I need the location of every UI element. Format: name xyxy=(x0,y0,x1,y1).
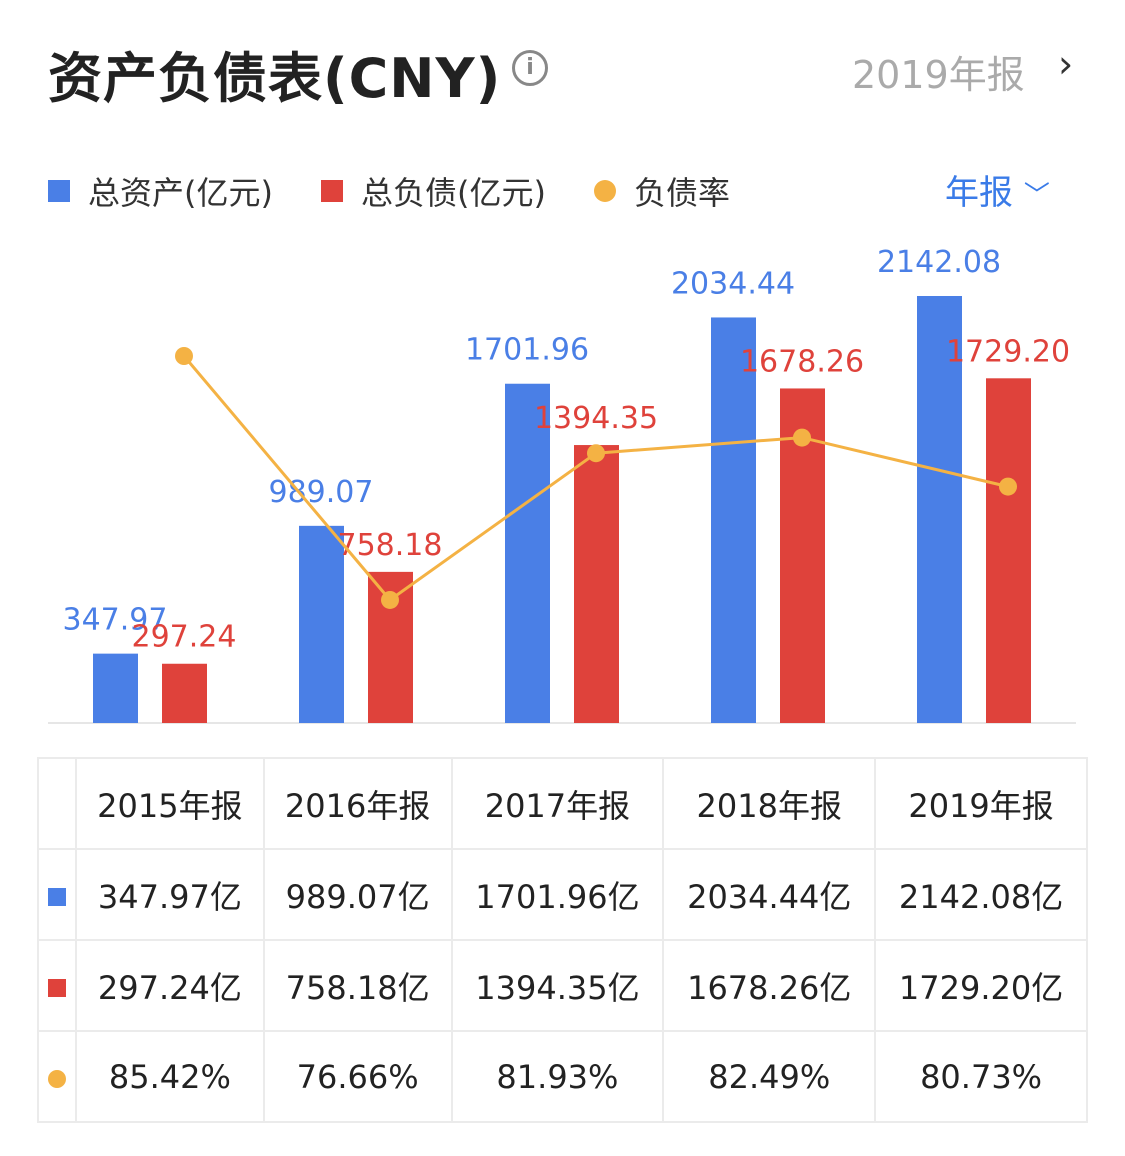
ratio-point xyxy=(793,428,811,447)
legend-ratio[interactable]: 负债率 xyxy=(594,168,730,214)
legend-assets[interactable]: 总资产(亿元) xyxy=(48,168,273,214)
info-icon[interactable]: i xyxy=(512,50,548,86)
assets-data-label: 989.07 xyxy=(269,475,374,510)
data-table: 2015年报 2016年报 2017年报 2018年报 2019年报 347.97亿 98… xyxy=(37,757,1088,1123)
table-row-assets: 347.97亿 989.07亿 1701.96亿 2034.44亿 2142.08亿 xyxy=(37,848,1088,941)
chart: 347.97297.24989.07758.181701.961394.3520… xyxy=(48,245,1076,724)
assets-data-label: 2034.44 xyxy=(671,266,795,301)
assets-bar xyxy=(93,653,138,723)
table-cell: 2019年报 xyxy=(874,757,1088,850)
liabilities-data-label: 1729.20 xyxy=(946,334,1070,369)
frequency-label: 年报 xyxy=(945,173,1013,213)
table-cell: 2016年报 xyxy=(262,757,453,850)
assets-bar xyxy=(917,296,962,723)
table-cell: 1729.20亿 xyxy=(874,939,1088,1032)
table-cell: 2017年报 xyxy=(450,757,665,850)
table-cell: 989.07亿 xyxy=(262,848,453,941)
ratio-point xyxy=(999,477,1017,496)
liabilities-square-icon xyxy=(48,978,66,997)
table-cell: 80.73% xyxy=(874,1030,1088,1123)
table-cell: 1678.26亿 xyxy=(662,939,877,1032)
ratio-point xyxy=(175,347,193,365)
table-cell: 758.18亿 xyxy=(262,939,453,1032)
liabilities-bar xyxy=(574,445,619,723)
legend-assets-label: 总资产(亿元) xyxy=(88,174,273,212)
table-cell: 82.49% xyxy=(662,1030,877,1123)
table-header-row: 2015年报 2016年报 2017年报 2018年报 2019年报 xyxy=(37,757,1088,850)
period-selector[interactable]: 2019年报 xyxy=(852,53,1025,97)
table-row-ratio: 85.42% 76.66% 81.93% 82.49% 80.73% xyxy=(37,1030,1088,1123)
liabilities-data-label: 297.24 xyxy=(132,620,237,655)
legend-ratio-label: 负债率 xyxy=(634,174,731,212)
ratio-dot-icon xyxy=(594,180,616,202)
assets-data-label: 2142.08 xyxy=(877,245,1001,280)
assets-bar xyxy=(299,525,344,723)
legend-liabilities[interactable]: 总负债(亿元) xyxy=(321,168,546,214)
chevron-down-icon: ﹀ xyxy=(1023,181,1050,211)
assets-bar xyxy=(711,317,756,723)
ratio-point xyxy=(381,590,399,609)
liabilities-data-label: 1678.26 xyxy=(740,344,864,379)
table-cell: 85.42% xyxy=(75,1030,265,1123)
legend-liabilities-label: 总负债(亿元) xyxy=(361,174,546,212)
ratio-dot-icon xyxy=(48,1069,66,1088)
assets-data-label: 347.97 xyxy=(63,603,168,638)
table-cell: 2015年报 xyxy=(75,757,265,850)
ratio-point xyxy=(587,444,605,463)
assets-bar xyxy=(505,383,550,723)
liabilities-bar xyxy=(986,378,1031,723)
assets-square-icon xyxy=(48,887,66,906)
table-cell: 2034.44亿 xyxy=(662,848,877,941)
table-cell: 1701.96亿 xyxy=(450,848,665,941)
chevron-right-icon[interactable]: › xyxy=(1058,42,1074,86)
table-cell: 297.24亿 xyxy=(75,939,265,1032)
assets-square-icon xyxy=(48,180,70,202)
table-row-liabilities: 297.24亿 758.18亿 1394.35亿 1678.26亿 1729.20亿 xyxy=(37,939,1088,1032)
table-cell: 81.93% xyxy=(450,1030,665,1123)
table-cell: 1394.35亿 xyxy=(450,939,665,1032)
page-title: 资产负债表(CNY) xyxy=(48,47,502,110)
liabilities-data-label: 1394.35 xyxy=(534,401,658,436)
liabilities-bar xyxy=(162,663,207,723)
table-cell: 347.97亿 xyxy=(75,848,265,941)
liabilities-square-icon xyxy=(321,180,343,202)
assets-data-label: 1701.96 xyxy=(465,333,589,368)
table-cell: 76.66% xyxy=(262,1030,453,1123)
frequency-dropdown[interactable]: 年报 ﹀ xyxy=(945,165,1050,214)
table-cell: 2018年报 xyxy=(662,757,877,850)
table-cell: 2142.08亿 xyxy=(874,848,1088,941)
